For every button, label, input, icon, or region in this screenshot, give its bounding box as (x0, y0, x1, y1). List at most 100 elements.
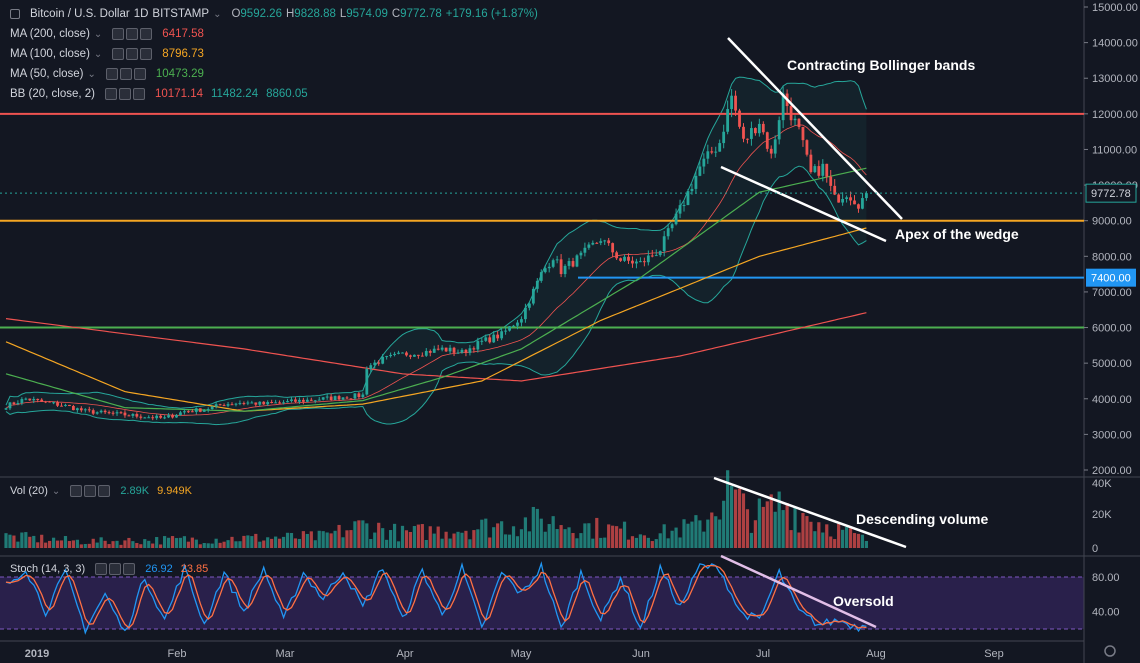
volume-bar (51, 537, 56, 548)
indicator-bb[interactable]: BB (20, close, 2) 10171.14 11482.24 8860… (10, 86, 308, 102)
candle-body (405, 352, 408, 356)
volume-bar (813, 531, 817, 548)
volume-bar (492, 527, 496, 548)
close-icon[interactable] (133, 68, 146, 80)
candle-body (143, 417, 147, 419)
candle-body (337, 396, 341, 400)
candle-body (654, 255, 658, 257)
candle-body (305, 399, 309, 402)
candle-body (757, 123, 761, 134)
close-icon[interactable] (123, 563, 136, 575)
candle-body (135, 414, 139, 417)
horizontal-levels[interactable] (0, 112, 1084, 329)
close-key: C (391, 8, 401, 20)
indicator-label[interactable]: BB (20, close, 2) (10, 88, 96, 100)
eye-icon[interactable] (95, 563, 108, 575)
volume-bar (662, 524, 666, 548)
chevron-down-icon[interactable]: ⌄ (213, 8, 222, 20)
volume-label[interactable]: Vol (20) (10, 485, 48, 497)
volume-legend[interactable]: Vol (20) ⌄ 2.89K 9.949K (10, 483, 192, 499)
indicator-buttons[interactable] (95, 563, 136, 575)
ma-100 (5, 227, 867, 412)
candle-body (214, 404, 218, 407)
volume-bar (793, 506, 797, 548)
volume-bar (341, 537, 345, 548)
candle-body (290, 399, 293, 402)
settings-icon[interactable] (126, 28, 139, 40)
volume-bar (178, 537, 183, 548)
volume-bar (182, 536, 187, 548)
settings-icon[interactable] (119, 88, 132, 100)
exchange-label[interactable]: BITSTAMP (152, 8, 210, 20)
indicator-ma50[interactable]: MA (50, close) ⌄ 10473.29 (10, 66, 204, 82)
settings-icon[interactable] (84, 485, 97, 497)
collapse-icon[interactable] (10, 9, 20, 19)
stoch-d-line (5, 564, 867, 629)
indicator-buttons[interactable] (105, 88, 146, 100)
candle-body (496, 334, 500, 339)
candle-body (385, 356, 389, 358)
eye-icon[interactable] (112, 28, 125, 40)
candle-body (547, 266, 551, 269)
close-icon[interactable] (140, 28, 153, 40)
volume-bar (63, 536, 68, 548)
chevron-down-icon[interactable]: ⌄ (51, 485, 61, 497)
settings-icon[interactable] (126, 48, 139, 60)
eye-icon[interactable] (70, 485, 83, 497)
annotation-text: Descending volume (856, 511, 988, 527)
candle-body (329, 396, 333, 401)
candle-body (440, 347, 444, 350)
candle-body (361, 394, 365, 397)
volume-bar (337, 524, 341, 548)
indicator-buttons[interactable] (105, 68, 146, 80)
eye-icon[interactable] (105, 88, 118, 100)
volume-bar (361, 520, 365, 548)
indicator-ma200[interactable]: MA (200, close) ⌄ 6417.58 (10, 26, 204, 42)
volume-bar (198, 544, 202, 548)
indicator-buttons[interactable] (70, 485, 111, 497)
candle-body (734, 95, 737, 111)
candle-body (250, 402, 254, 404)
eye-icon[interactable] (105, 68, 118, 80)
chevron-down-icon[interactable]: ⌄ (93, 28, 103, 40)
indicator-buttons[interactable] (112, 28, 153, 40)
symbol-title[interactable]: Bitcoin / U.S. Dollar (30, 8, 130, 20)
eye-icon[interactable] (112, 48, 125, 60)
chevron-down-icon[interactable]: ⌄ (93, 48, 103, 60)
indicator-buttons[interactable] (112, 48, 153, 60)
candle-body (861, 198, 864, 209)
stoch-trendline (720, 554, 877, 629)
stoch-legend[interactable]: Stoch (14, 3, 3) 26.92 23.85 (10, 561, 208, 577)
settings-icon[interactable] (109, 563, 122, 575)
indicator-ma100[interactable]: MA (100, close) ⌄ 8796.73 (10, 46, 204, 62)
volume-bar (389, 530, 393, 548)
price-tick-label: 9000.00 (1092, 216, 1132, 228)
open-key: O (231, 8, 241, 20)
symbol-row[interactable]: Bitcoin / U.S. Dollar 1D BITSTAMP ⌄ O959… (10, 6, 538, 22)
close-icon[interactable] (98, 485, 111, 497)
volume-bar (535, 508, 539, 548)
candle-body (333, 396, 337, 401)
candle-body (670, 224, 674, 229)
stoch-label[interactable]: Stoch (14, 3, 3) (10, 563, 86, 575)
close-icon[interactable] (133, 88, 146, 100)
chevron-down-icon[interactable]: ⌄ (87, 68, 96, 80)
volume-bar (270, 538, 274, 548)
settings-icon[interactable] (119, 68, 132, 80)
candle-body (595, 242, 599, 244)
trendlines[interactable] (713, 37, 907, 629)
interval-label[interactable]: 1D (133, 8, 149, 20)
candle-body (555, 259, 559, 261)
volume-bar (726, 470, 730, 548)
stochastic-oscillator (5, 561, 867, 635)
gear-icon (1104, 645, 1116, 657)
indicator-label[interactable]: MA (200, close) (10, 28, 90, 40)
indicator-label[interactable]: MA (100, close) (10, 48, 90, 60)
close-icon[interactable] (140, 48, 153, 60)
annotation-text: Contracting Bollinger bands (787, 57, 975, 73)
indicator-label[interactable]: MA (50, close) (10, 68, 84, 80)
volume-bar (444, 531, 448, 548)
candle-body (12, 402, 16, 405)
